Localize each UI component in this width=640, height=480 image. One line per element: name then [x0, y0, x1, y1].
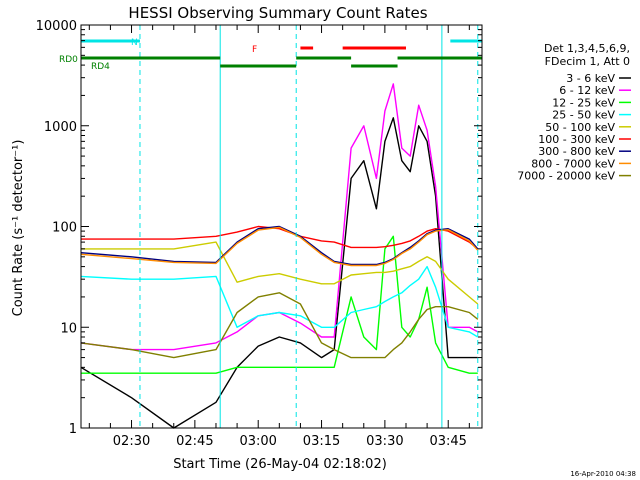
flag-label-f: F	[252, 45, 257, 55]
legend-label-4: 50 - 100 keV	[545, 121, 615, 134]
legend-label-7: 800 - 7000 keV	[531, 157, 615, 170]
series-line-6	[80, 225, 479, 266]
y-tick-label: 10	[60, 321, 77, 336]
x-tick-label: 03:30	[366, 434, 403, 449]
legend-label-3: 25 - 50 keV	[552, 109, 615, 122]
x-tick-label: 03:45	[429, 434, 466, 449]
legend-label-5: 100 - 300 keV	[538, 133, 615, 146]
y-tick-label: 1000	[44, 120, 77, 135]
legend-header-2: FDecim 1, Att 0	[545, 55, 630, 68]
series-line-3	[80, 265, 479, 338]
overlay-layer: N F RD0 RD4	[59, 25, 482, 428]
legend-label-1: 6 - 12 keV	[559, 84, 615, 97]
y-tick-label: 10000	[36, 19, 77, 34]
series-line-4	[80, 241, 479, 305]
flag-label-rd0: RD0	[59, 55, 78, 65]
series-line-7	[80, 226, 479, 267]
series-layer	[80, 83, 479, 429]
y-tick-label: 100	[52, 221, 77, 236]
legend-label-0: 3 - 6 keV	[566, 72, 615, 85]
flag-label-n: N	[131, 38, 138, 48]
series-line-1	[80, 83, 479, 351]
axes-layer: 1 10 100 1000 10000 02:30 02:45 03:00 03:15 03:30…	[36, 19, 483, 449]
legend-label-8: 7000 - 20000 keV	[517, 170, 615, 183]
series-line-2	[80, 235, 478, 374]
series-line-0	[80, 117, 478, 429]
y-tick-label: 1	[69, 422, 77, 437]
x-tick-label: 02:45	[176, 434, 213, 449]
chart-title: HESSI Observing Summary Count Rates	[128, 4, 427, 22]
legend-label-6: 300 - 800 keV	[538, 145, 615, 158]
series-line-5	[80, 225, 479, 250]
legend-label-2: 12 - 25 keV	[552, 96, 615, 109]
series-line-8	[80, 292, 479, 359]
legend-header-1: Det 1,3,4,5,6,9,	[544, 42, 630, 55]
x-tick-label: 02:30	[113, 434, 150, 449]
footer-date: 16-Apr-2010 04:38	[570, 470, 636, 478]
x-tick-label: 03:00	[239, 434, 276, 449]
x-tick-label: 03:15	[303, 434, 340, 449]
x-axis-label: Start Time (26-May-04 02:18:02)	[173, 457, 387, 472]
y-axis-label: Count Rate (s⁻¹ detector⁻¹)	[11, 140, 26, 317]
flag-label-rd4: RD4	[91, 62, 110, 72]
